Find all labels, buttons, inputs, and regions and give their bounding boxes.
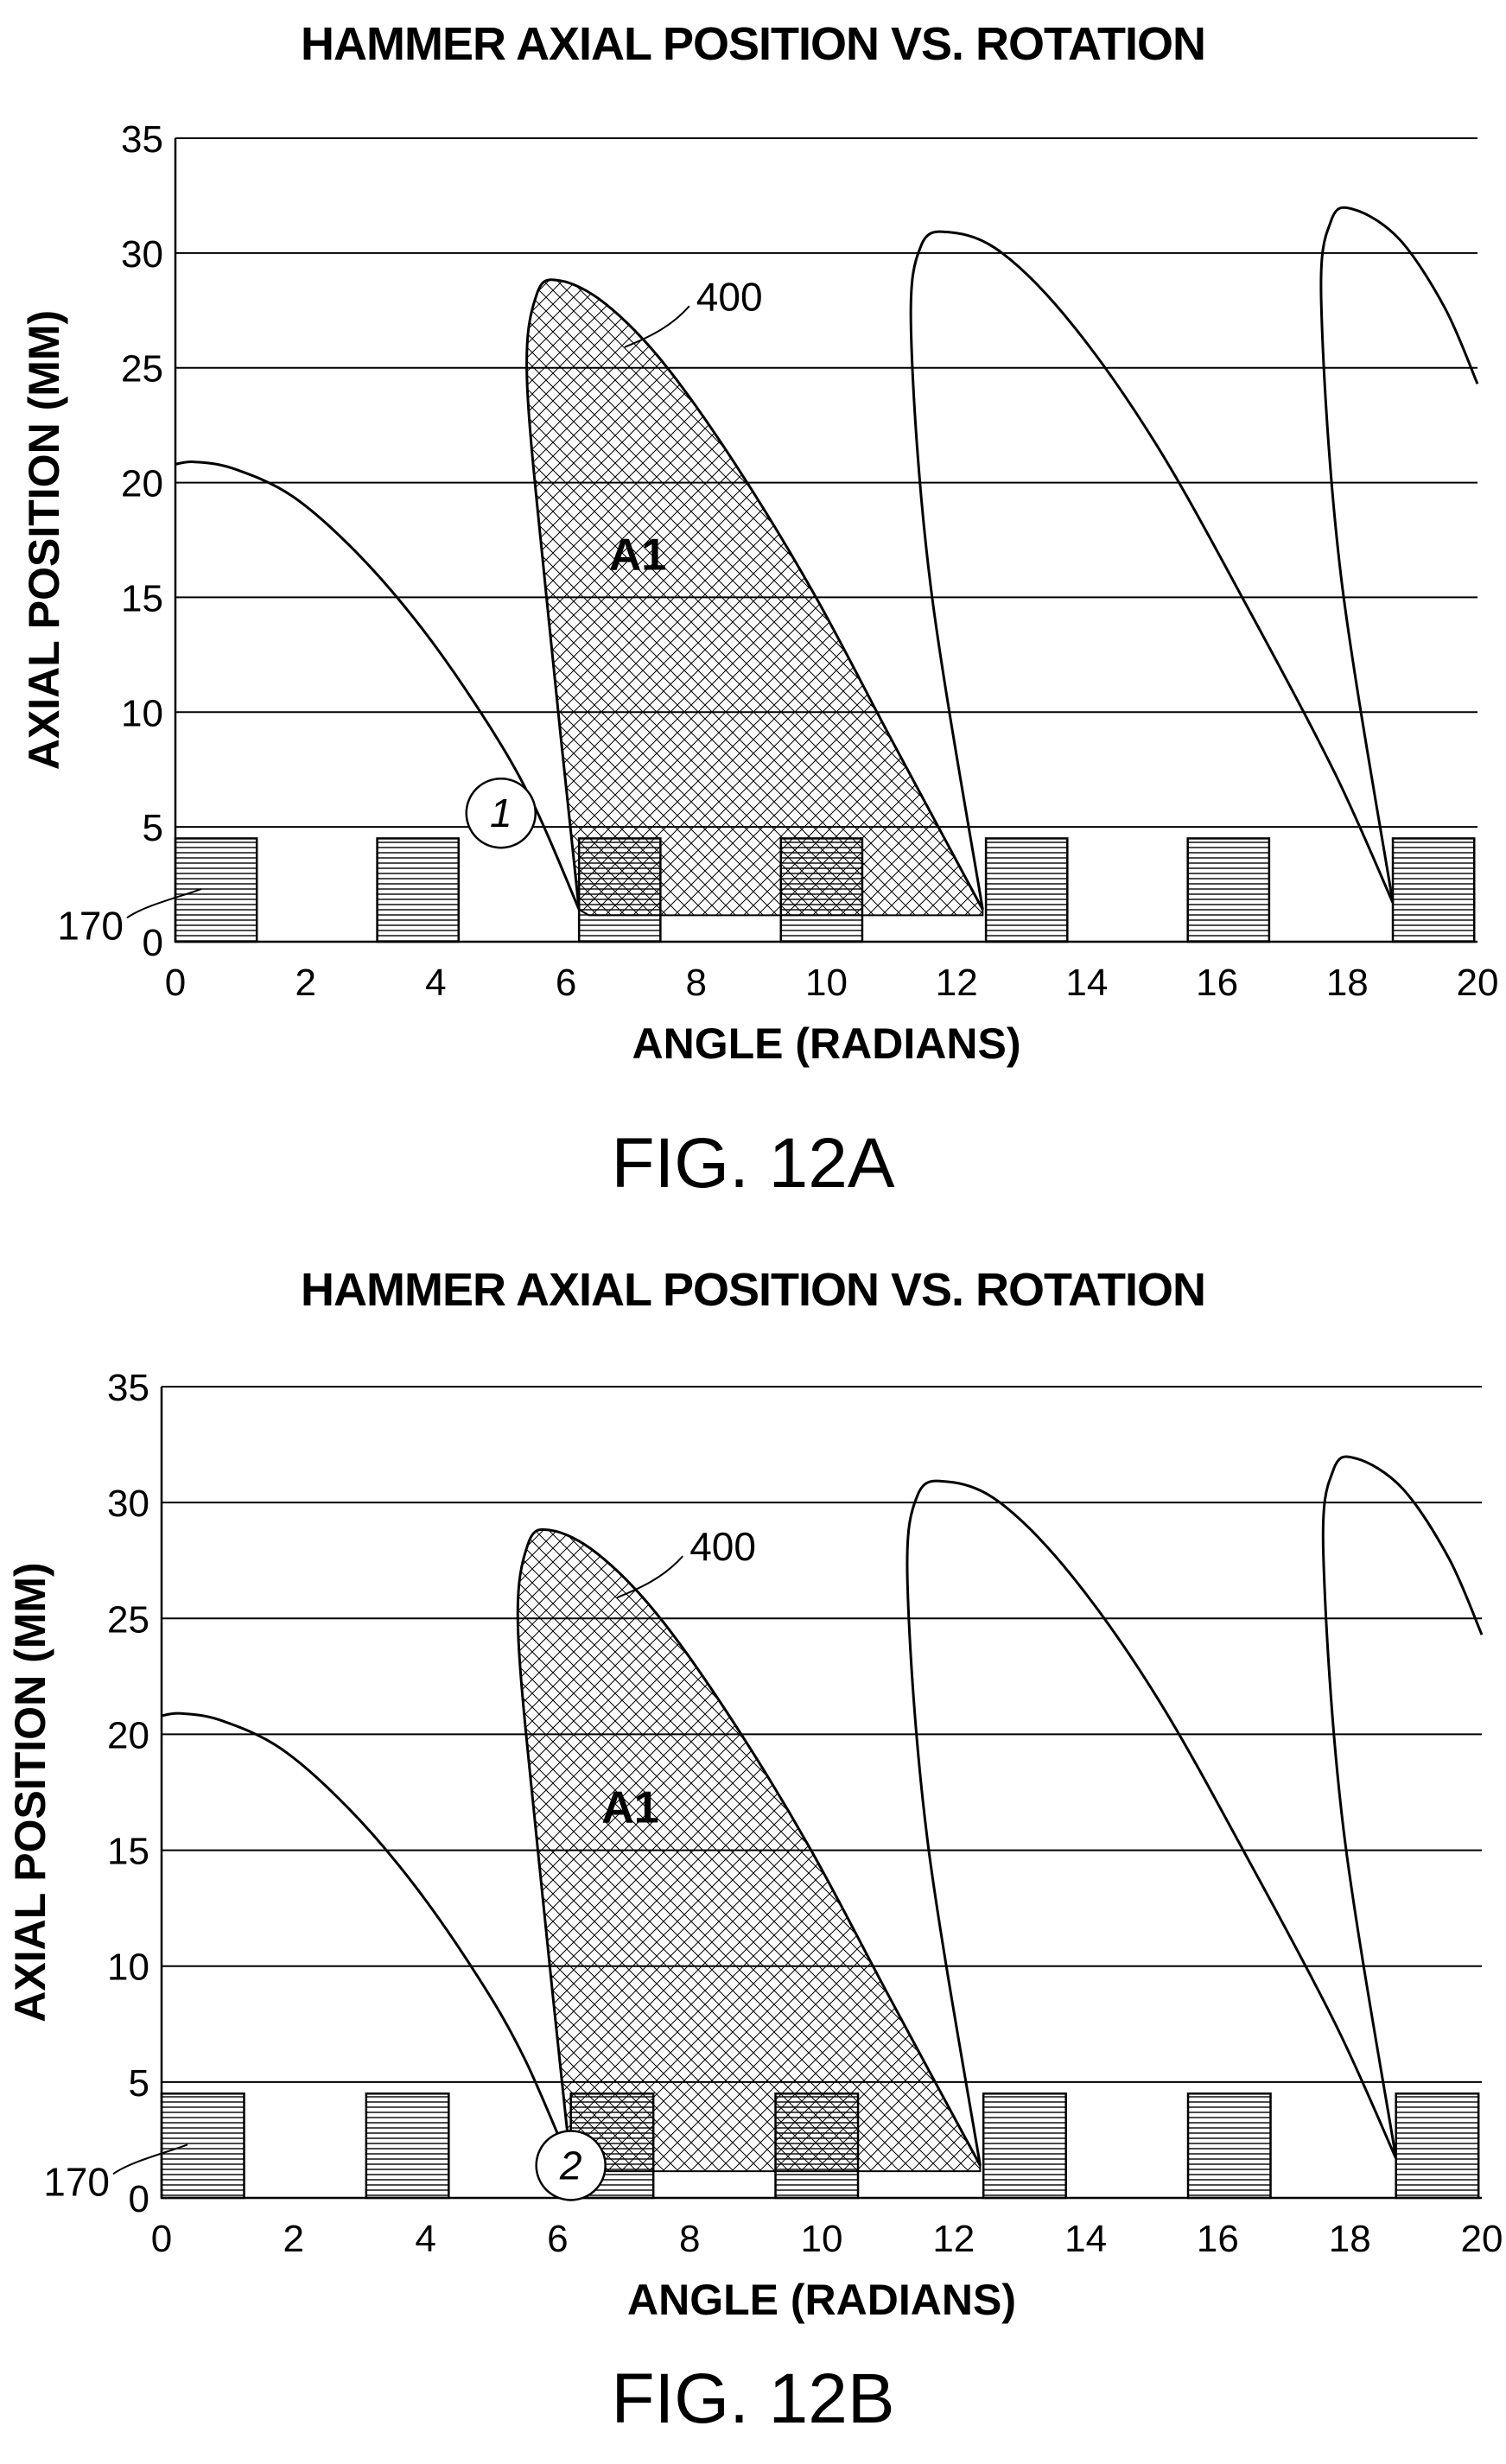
block-2: [365, 2092, 450, 2200]
chart-title: HAMMER AXIAL POSITION VS. ROTATION: [300, 18, 1206, 70]
callout-circle-1: [465, 777, 537, 849]
leader-170: [112, 2143, 188, 2175]
y-tick-35: 35: [121, 118, 163, 161]
y-tick-30: 30: [107, 1483, 149, 1525]
annotation-a1: A1: [601, 1782, 658, 1832]
x-tick-18: 18: [1326, 962, 1369, 1004]
leader-170: [126, 887, 202, 919]
y-tick-35: 35: [107, 1367, 149, 1409]
x-tick-10: 10: [805, 962, 848, 1004]
y-tick-25: 25: [121, 348, 163, 391]
block-7: [1395, 2092, 1480, 2200]
block-1: [174, 837, 258, 943]
figure-12a: HAMMER AXIAL POSITION VS. ROTATION 0 5 10 1…: [0, 0, 1506, 1227]
y-axis-label: AXIAL POSITION (MM): [20, 310, 68, 770]
y-tick-15: 15: [107, 1831, 149, 1873]
y-tick-5: 5: [143, 807, 163, 849]
annotation-a1: A1: [609, 530, 666, 581]
x-tick-20: 20: [1457, 962, 1499, 1004]
y-tick-0: 0: [143, 922, 163, 964]
y-tick-20: 20: [121, 463, 163, 505]
x-tick-8: 8: [686, 962, 707, 1004]
x-tick-2: 2: [295, 962, 315, 1004]
annotation-170: 170: [57, 903, 124, 948]
chart-title: HAMMER AXIAL POSITION VS. ROTATION: [300, 1264, 1206, 1316]
x-tick-14: 14: [1065, 962, 1108, 1004]
x-tick-6: 6: [547, 2218, 568, 2260]
x-axis-label: ANGLE (RADIANS): [632, 1019, 1021, 1068]
y-tick-5: 5: [129, 2062, 149, 2105]
figure-12b: HAMMER AXIAL POSITION VS. ROTATION 0 5 10 1…: [0, 1244, 1506, 2464]
figure-caption: FIG. 12B: [611, 2359, 895, 2438]
x-tick-4: 4: [425, 962, 446, 1004]
x-tick-20: 20: [1461, 2218, 1503, 2260]
y-tick-30: 30: [121, 233, 163, 276]
figure-caption: FIG. 12A: [611, 1124, 895, 1203]
block-3: [577, 837, 662, 943]
callout-label-1: 1: [490, 791, 512, 835]
block-5: [982, 2092, 1067, 2200]
series-line-2: [525, 278, 984, 911]
y-tick-20: 20: [107, 1714, 149, 1756]
annotation-400: 400: [689, 1524, 756, 1569]
series-line-4: [1319, 206, 1479, 904]
x-tick-14: 14: [1064, 2218, 1107, 2260]
series-line-3: [906, 1479, 1398, 2166]
y-axis-label: AXIAL POSITION (MM): [6, 1562, 54, 2022]
x-tick-4: 4: [415, 2218, 435, 2260]
callout-circle-2: [535, 2130, 607, 2201]
x-tick-12: 12: [932, 2218, 975, 2260]
y-tick-10: 10: [121, 692, 163, 734]
callout-label-2: 2: [559, 2143, 582, 2188]
y-tick-10: 10: [107, 1946, 149, 1989]
block-4: [774, 2092, 860, 2200]
x-tick-0: 0: [151, 2218, 172, 2260]
x-tick-16: 16: [1196, 962, 1238, 1004]
y-tick-25: 25: [107, 1598, 149, 1641]
y-tick-15: 15: [121, 577, 163, 619]
series-line-2: [516, 1527, 982, 2167]
annotation-170: 170: [43, 2159, 110, 2204]
leader-400: [616, 1555, 683, 1599]
block-6: [1186, 2092, 1272, 2200]
block-4: [779, 837, 864, 943]
x-axis-label: ANGLE (RADIANS): [627, 2276, 1016, 2324]
series-line-4: [1321, 1455, 1484, 2159]
x-tick-10: 10: [801, 2218, 843, 2260]
series-line-1: [161, 1711, 573, 2166]
chart-12a: 0 5 10 15 20 25 30 35 0 2 4 6 8 10 12 14 16 18 20 ANGLE (RA…: [20, 118, 1499, 1068]
x-tick-0: 0: [165, 962, 186, 1004]
y-tick-0: 0: [129, 2178, 149, 2220]
leader-400: [624, 305, 690, 348]
block-2: [376, 837, 461, 943]
block-7: [1391, 837, 1476, 943]
x-tick-12: 12: [936, 962, 978, 1004]
x-tick-6: 6: [556, 962, 576, 1004]
annotation-400: 400: [696, 274, 763, 319]
x-tick-8: 8: [679, 2218, 700, 2260]
block-5: [984, 837, 1069, 943]
block-1: [160, 2092, 245, 2200]
chart-12b: 0 5 10 15 20 25 30 35 0 2 4 6 8 10 12 14 16 18 20 ANGLE (RA…: [6, 1367, 1503, 2324]
series-line-3: [909, 230, 1395, 911]
x-tick-2: 2: [283, 2218, 304, 2260]
x-tick-18: 18: [1329, 2218, 1371, 2260]
block-6: [1186, 837, 1271, 943]
x-tick-16: 16: [1197, 2218, 1239, 2260]
